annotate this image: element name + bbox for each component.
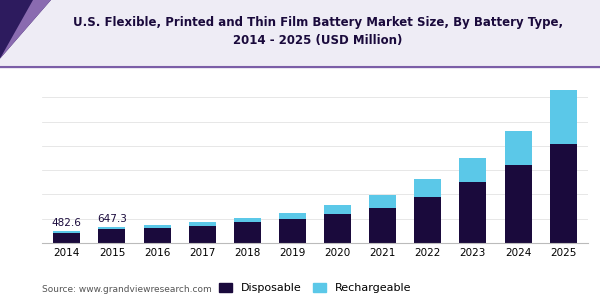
- Bar: [460, 182, 487, 243]
- Bar: [53, 231, 80, 233]
- Bar: [460, 158, 487, 182]
- Text: Source: www.grandviewresearch.com: Source: www.grandviewresearch.com: [42, 285, 212, 294]
- Bar: [414, 197, 442, 243]
- Text: 647.3: 647.3: [97, 214, 127, 224]
- Bar: [279, 219, 306, 243]
- Polygon shape: [0, 0, 51, 59]
- Bar: [98, 227, 125, 230]
- Bar: [324, 214, 351, 243]
- Text: U.S. Flexible, Printed and Thin Film Battery Market Size, By Battery Type,
2014 : U.S. Flexible, Printed and Thin Film Bat…: [73, 16, 563, 46]
- Bar: [53, 233, 80, 243]
- Text: 482.6: 482.6: [52, 218, 82, 228]
- Bar: [369, 208, 396, 243]
- Bar: [505, 131, 532, 165]
- Bar: [279, 213, 306, 219]
- Polygon shape: [0, 0, 51, 59]
- Bar: [369, 195, 396, 208]
- Bar: [188, 222, 216, 226]
- Bar: [414, 179, 442, 197]
- Legend: Disposable, Rechargeable: Disposable, Rechargeable: [214, 278, 416, 298]
- Bar: [234, 218, 261, 222]
- Bar: [324, 205, 351, 214]
- Bar: [98, 230, 125, 243]
- Bar: [505, 165, 532, 243]
- Bar: [143, 225, 170, 228]
- Bar: [550, 90, 577, 143]
- Bar: [143, 228, 170, 243]
- Bar: [188, 226, 216, 243]
- Bar: [234, 222, 261, 243]
- Bar: [550, 143, 577, 243]
